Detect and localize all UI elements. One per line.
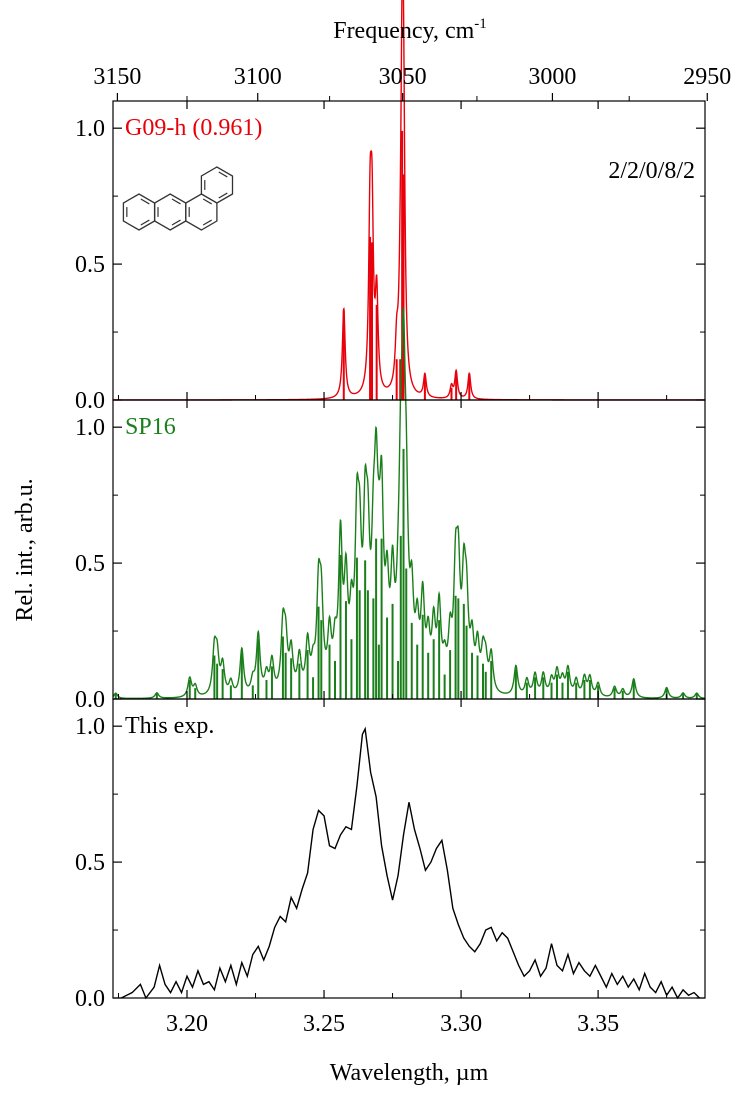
x-tick-label: 3.30 [440,1011,482,1037]
y-tick-label: 1.0 [75,714,105,740]
panel-3-series [120,726,701,1000]
panel-3-label: This exp. [125,713,214,739]
double-bond [140,219,150,226]
panel-2-series [112,306,706,700]
x2-tick-label: 2950 [683,64,731,90]
panel-3-frame [112,698,706,999]
y-tick-label: 1.0 [75,415,105,441]
x2-axis-title: Frequency, cm-1 [333,16,487,44]
experimental-trace [120,726,701,1000]
x2-tick-label: 3100 [234,64,282,90]
config-annotation: 2/2/0/8/2 [608,158,695,184]
x2-tick-label: 3050 [379,64,427,90]
x-tick-label: 3.20 [166,1011,208,1037]
y-tick-label: 0.0 [75,986,105,1012]
panel-1-label: G09-h (0.961) [125,115,262,141]
y-tick-label: 0.5 [75,850,105,876]
y-tick-label: 0.0 [75,388,105,414]
x-axis-title: Wavelength, µm [330,1060,489,1086]
double-bond [218,171,228,178]
double-bond [218,192,228,199]
molecule-structure-icon [122,166,234,231]
double-bond [140,198,150,205]
y-tick-label: 1.0 [75,116,105,142]
y-tick-label: 0.5 [75,551,105,577]
double-bond [202,198,212,205]
y-tick-label: 0.0 [75,687,105,713]
x2-axis-title-superscript: -1 [474,16,487,32]
y-tick-label: 0.5 [75,252,105,278]
envelope-line [112,306,706,700]
x-tick-label: 3.35 [577,1011,619,1037]
double-bond [171,219,181,226]
x-tick-label: 3.25 [303,1011,345,1037]
panel-2-label: SP16 [125,414,176,440]
double-bond [202,219,212,226]
x2-tick-label: 3150 [93,64,141,90]
double-bond [171,198,181,205]
x2-tick-label: 3000 [528,64,576,90]
ring-4 [200,166,234,204]
y-axis-title: Rel. int., arb.u. [12,478,38,621]
